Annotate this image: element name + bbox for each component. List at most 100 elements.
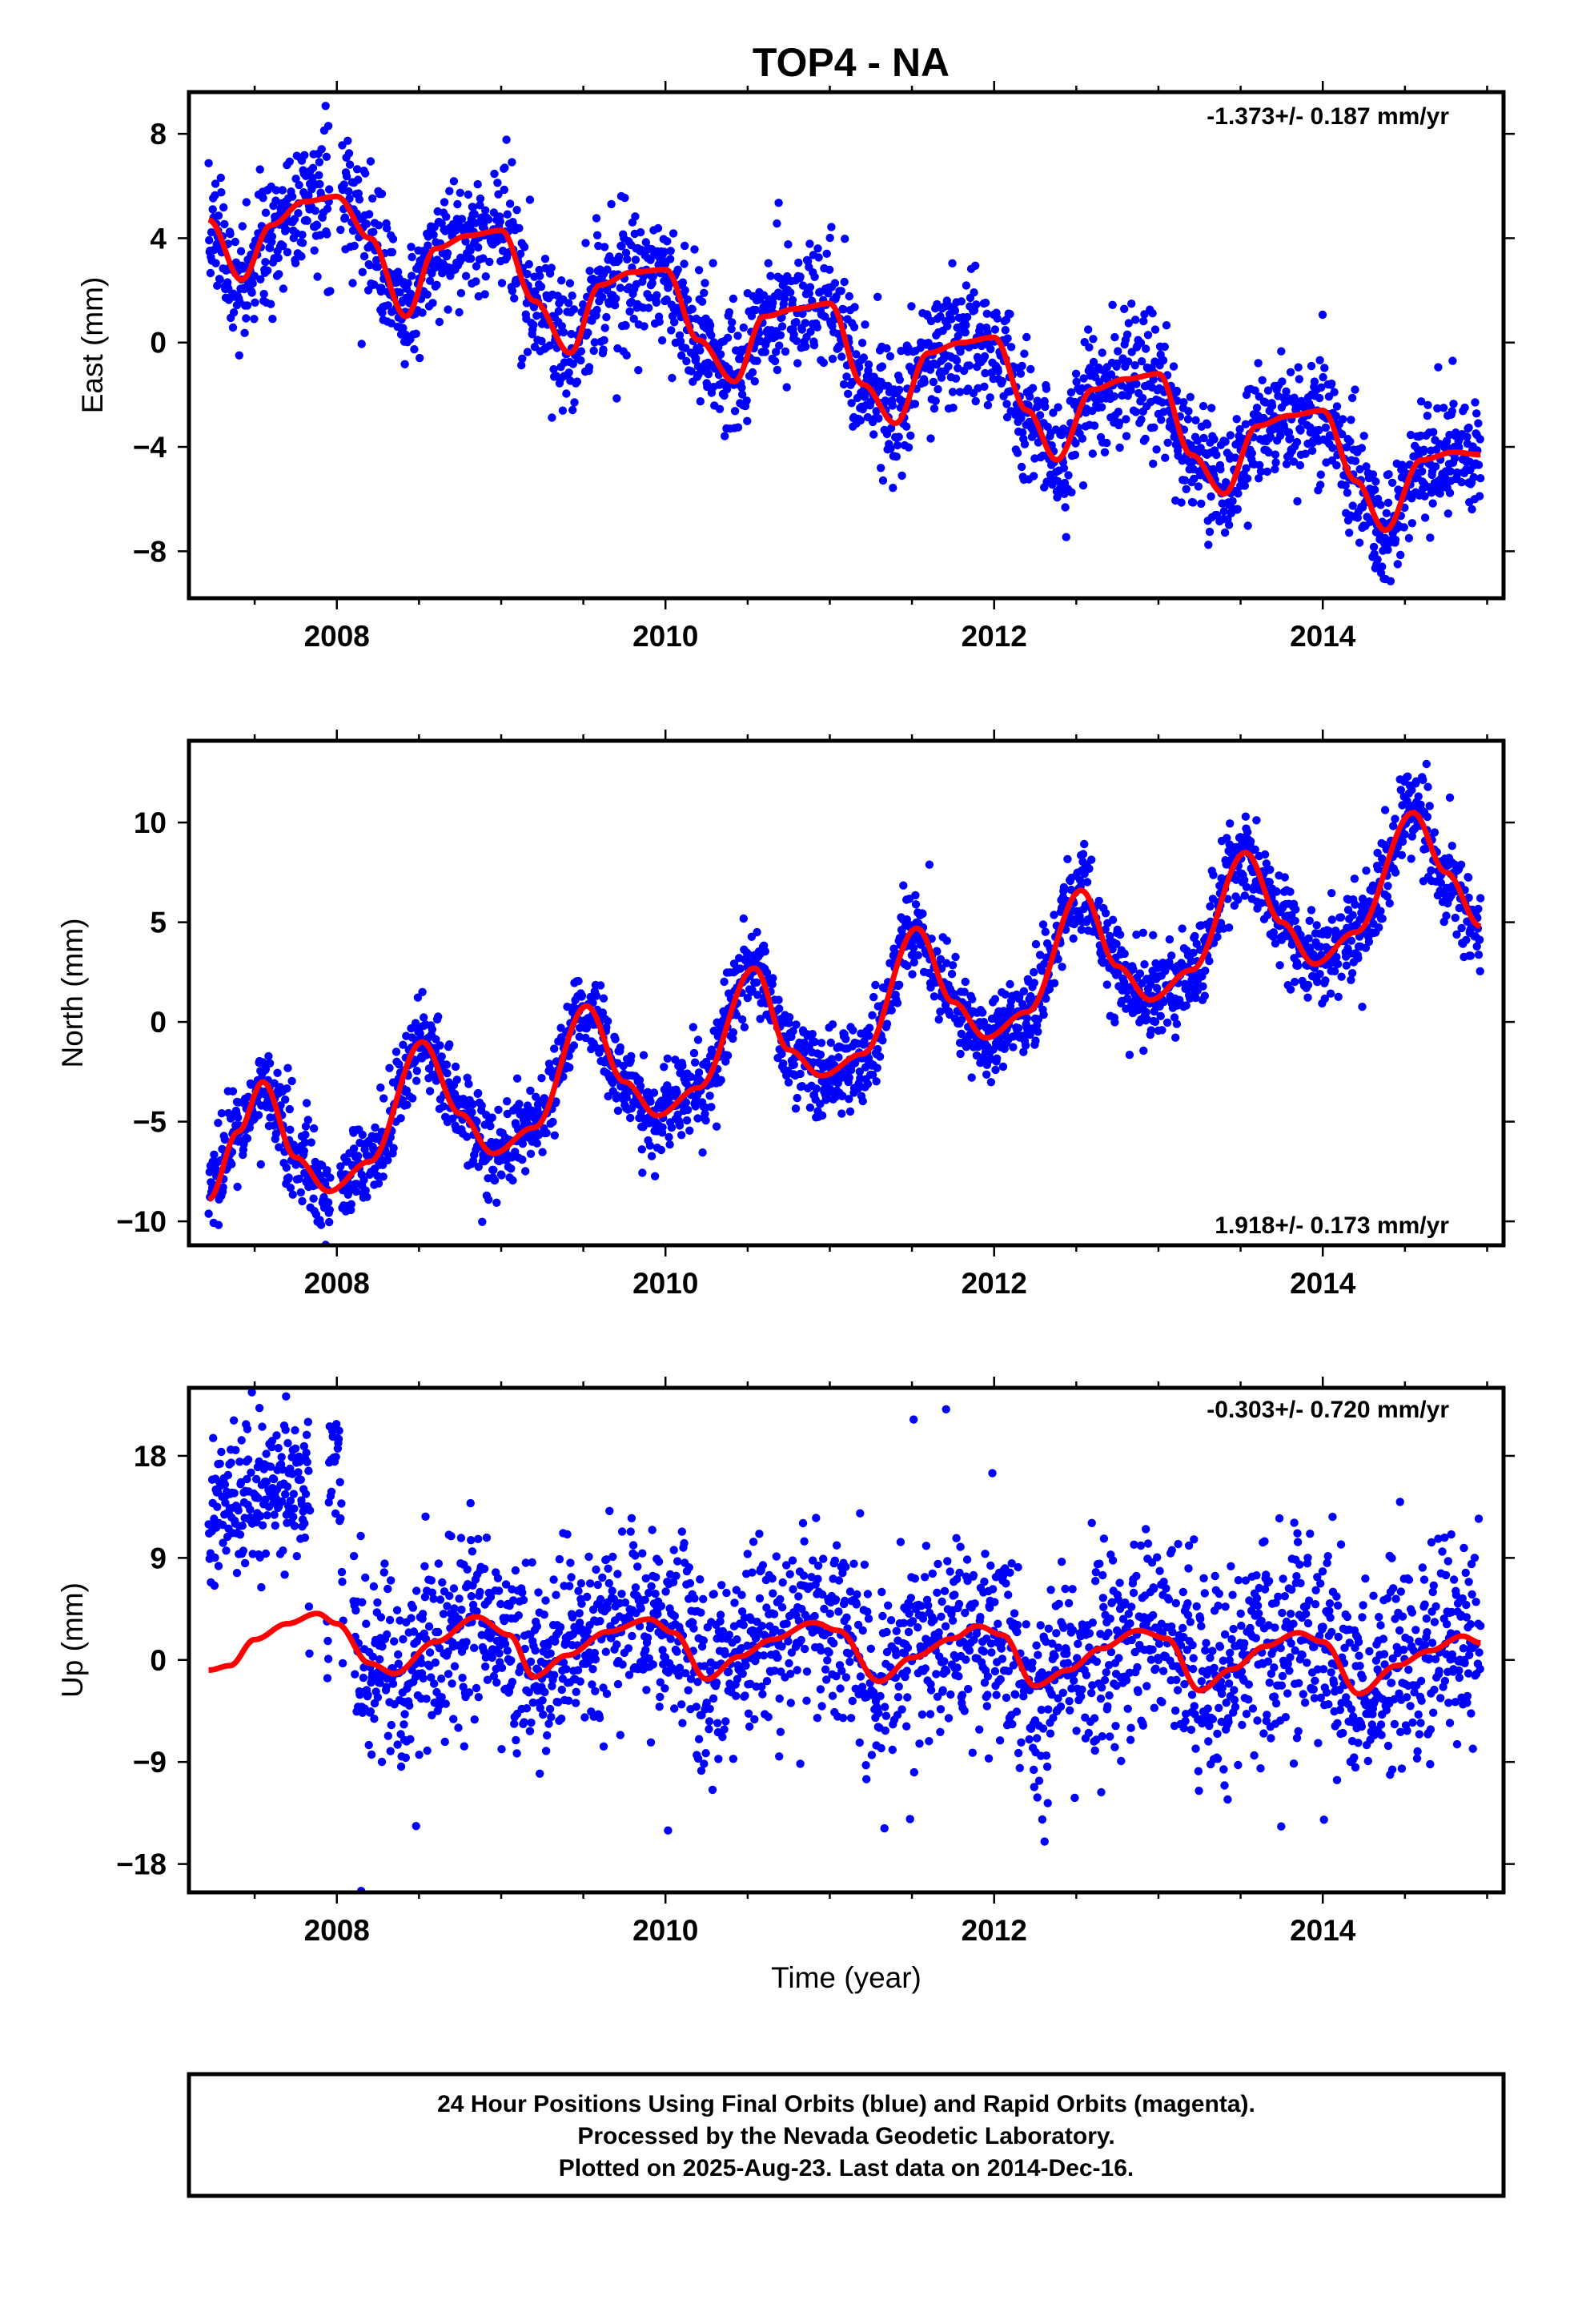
north-data-point [1006,979,1014,989]
east-data-point [400,360,409,368]
north-data-point [613,1106,623,1116]
north-data-point [403,1100,412,1109]
east-data-point [748,368,757,377]
east-data-point [440,198,449,207]
north-data-point [647,1152,656,1160]
east-data-point [1234,489,1243,498]
east-data-point [780,294,789,304]
east-data-point [407,243,416,251]
north-data-point [1321,976,1330,985]
north-data-point [468,1108,476,1117]
east-data-point [1359,432,1368,440]
north-data-point [845,1095,853,1104]
east-data-point [540,255,550,263]
east-data-point [623,255,632,263]
east-data-point [855,363,864,372]
east-data-point [412,329,420,338]
east-data-point [878,476,888,485]
east-data-point [980,352,990,361]
north-data-point [882,1019,892,1028]
east-data-point [1464,423,1473,432]
east-data-point [1020,440,1030,448]
east-data-point [892,452,901,461]
east-data-point [1447,407,1457,416]
north-data-point [281,1095,290,1104]
east-data-point [1001,326,1010,335]
east-data-point [652,291,661,300]
north-data-point [1031,939,1041,949]
east-data-point [340,213,350,222]
east-data-point [315,179,324,189]
north-data-point [868,1011,877,1020]
north-data-point [774,995,783,1004]
north-data-point [834,1053,843,1062]
east-data-point [697,297,707,306]
east-data-point [825,265,834,274]
east-data-point [828,354,837,364]
east-data-point [529,320,538,329]
east-data-point [808,296,817,305]
east-data-point [208,205,217,214]
east-data-point [480,290,489,299]
east-data-point [1028,384,1038,392]
east-data-point [407,271,416,280]
east-data-point [1476,435,1484,444]
east-data-point [1383,545,1392,554]
north-data-point [420,1013,428,1022]
east-data-point [981,368,990,378]
north-data-point [1206,902,1215,911]
east-data-point [536,271,544,280]
east-data-point [1090,421,1099,430]
east-data-point [502,135,511,144]
north-data-point [1331,967,1339,976]
north-data-point [298,1196,307,1206]
east-data-point [930,404,939,413]
east-data-point [275,270,283,279]
north-data-point [1324,927,1334,935]
east-x-tick-label: 2014 [1290,620,1356,653]
north-data-point [903,961,912,971]
east-data-point [418,308,427,317]
east-data-point [1296,426,1305,435]
north-data-point [837,1109,846,1118]
east-data-point [326,287,335,296]
east-data-point [339,180,348,189]
east-data-point [383,301,392,310]
north-data-point [374,1179,383,1188]
north-data-point [951,952,960,962]
north-data-point [1226,819,1235,828]
east-data-point [377,189,387,199]
north-data-point [1209,870,1218,879]
north-data-point [667,1123,677,1132]
north-data-point [1224,923,1234,932]
east-data-point [1149,459,1158,468]
east-data-point [1221,437,1230,446]
east-data-point [660,247,669,256]
north-data-point [1001,990,1010,999]
east-data-point [645,293,654,302]
north-data-point [228,1087,238,1096]
north-data-point [1186,956,1196,966]
north-data-point [488,1113,496,1122]
east-data-point [1276,431,1285,440]
east-data-point [704,370,713,379]
north-data-point [1291,977,1299,987]
east-data-point [1252,404,1262,412]
north-data-point [986,1078,996,1087]
north-data-point [1106,931,1114,941]
north-data-point [1474,904,1483,914]
north-data-point [1476,894,1485,903]
north-data-point [998,1062,1008,1072]
north-data-point [712,1122,721,1131]
east-data-point [819,358,828,368]
east-data-point [1317,383,1326,392]
east-data-point [279,241,287,251]
east-data-point [990,325,1000,334]
north-data-point [351,1187,361,1196]
north-data-point [816,1100,825,1108]
east-data-point [1106,370,1116,379]
north-data-point [552,1097,560,1106]
north-data-point [933,947,942,956]
north-data-point [863,1080,873,1088]
east-data-point [268,315,277,324]
